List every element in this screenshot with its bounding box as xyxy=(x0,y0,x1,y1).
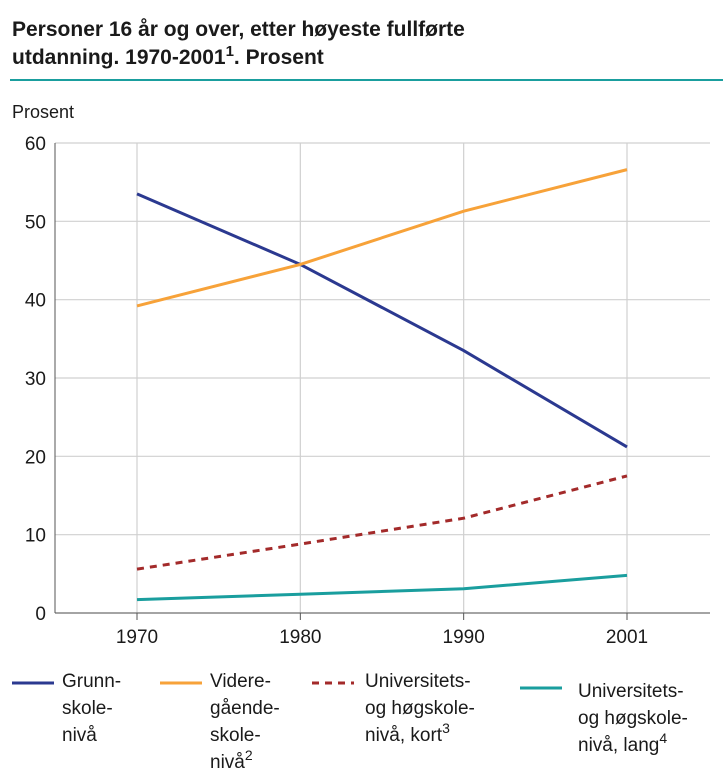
legend-text: Universitets- xyxy=(365,671,471,692)
legend-text: nivå xyxy=(210,752,245,773)
legend-text: og høgskole- xyxy=(365,698,475,719)
y-axis-label: Prosent xyxy=(12,102,74,122)
chart-title: Personer 16 år og over, etter høyeste fu… xyxy=(12,18,465,41)
legend-label: Grunn- xyxy=(62,671,121,692)
legend-label: skole- xyxy=(62,698,113,719)
series-line xyxy=(136,573,628,602)
x-tick-label: 2001 xyxy=(606,627,648,648)
series-line xyxy=(136,192,628,449)
legend-text: og høgskole- xyxy=(578,708,688,729)
legend-footnote: 2 xyxy=(245,747,253,763)
legend-text: skole- xyxy=(62,698,113,719)
title-footnote: 1 xyxy=(226,43,234,60)
legend-label: nivå, kort3 xyxy=(365,720,450,746)
y-tick-label: 20 xyxy=(25,447,46,468)
y-tick-label: 10 xyxy=(25,526,46,547)
chart-title: utdanning. 1970-20011. Prosent xyxy=(12,43,324,69)
legend-footnote: 4 xyxy=(659,730,667,746)
legend-label: nivå, lang4 xyxy=(578,730,667,756)
legend-text: nivå xyxy=(62,725,97,746)
legend-label: Universitets- xyxy=(578,681,684,702)
series-line xyxy=(136,474,628,571)
legend-label: og høgskole- xyxy=(365,698,475,719)
legend-text: skole- xyxy=(210,725,261,746)
legend-text: Universitets- xyxy=(578,681,684,702)
y-tick-label: 30 xyxy=(25,369,46,390)
legend-text: gående- xyxy=(210,698,280,719)
legend-text: nivå, lang xyxy=(578,735,659,756)
legend-text: nivå, kort xyxy=(365,725,443,746)
legend-label: Universitets- xyxy=(365,671,471,692)
legend-label: nivå2 xyxy=(210,747,253,773)
legend-label: skole- xyxy=(210,725,261,746)
legend-label: Videre- xyxy=(210,671,271,692)
x-tick-label: 1990 xyxy=(443,627,485,648)
title-text: utdanning. 1970-2001 xyxy=(12,46,226,69)
title-text: Personer 16 år og over, etter høyeste fu… xyxy=(12,18,465,41)
y-tick-label: 0 xyxy=(35,604,46,625)
series-line xyxy=(136,168,628,308)
legend-label: gående- xyxy=(210,698,280,719)
x-tick-label: 1970 xyxy=(116,627,158,648)
legend-footnote: 3 xyxy=(442,720,450,736)
x-tick-label: 1980 xyxy=(279,627,321,648)
y-tick-label: 50 xyxy=(25,212,46,233)
y-tick-label: 60 xyxy=(25,134,46,155)
legend-text: Videre- xyxy=(210,671,271,692)
legend-label: nivå xyxy=(62,725,97,746)
legend-text: Grunn- xyxy=(62,671,121,692)
title-text: . Prosent xyxy=(234,46,324,69)
legend-label: og høgskole- xyxy=(578,708,688,729)
y-tick-label: 40 xyxy=(25,291,46,312)
